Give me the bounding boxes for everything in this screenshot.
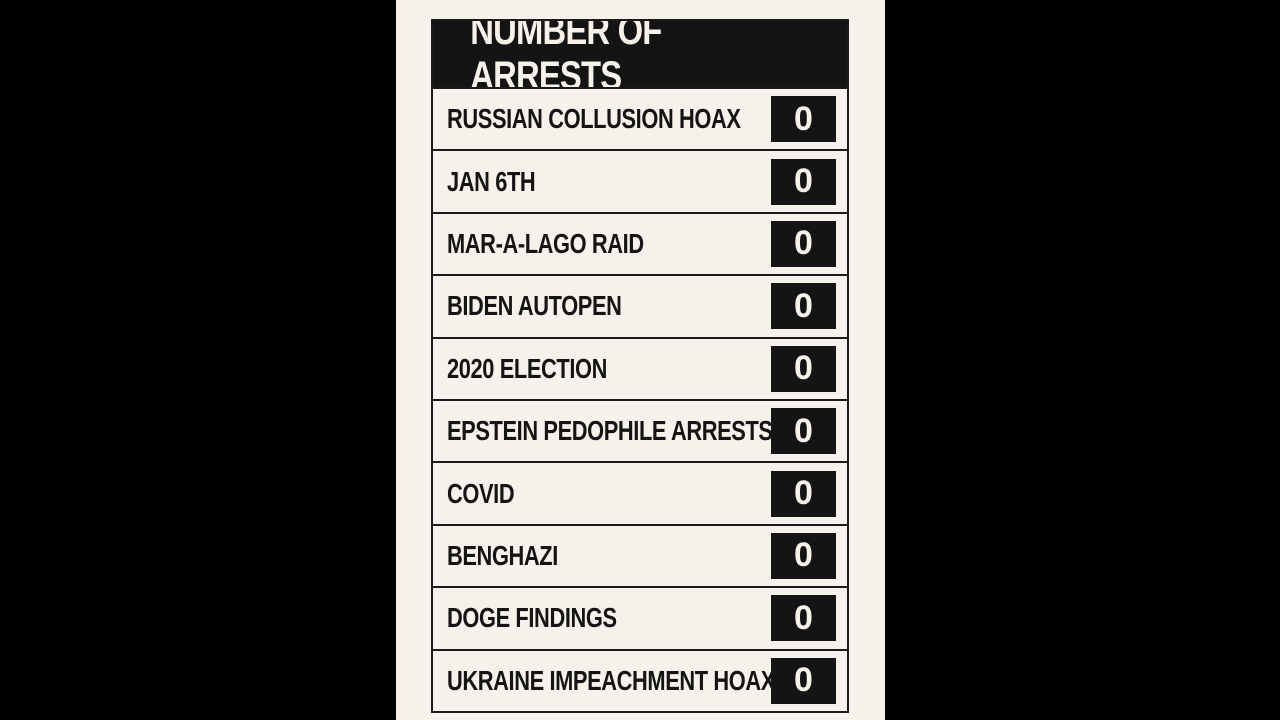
row-label: UKRAINE IMPEACHMENT HOAX [447,664,775,696]
table-row: 2020 ELECTION 0 [433,336,847,399]
row-label: EPSTEIN PEDOPHILE ARRESTS [447,415,773,447]
table-row: RUSSIAN COLLUSION HOAX 0 [433,87,847,149]
table-row: JAN 6TH 0 [433,149,847,211]
row-count: 0 [771,408,836,455]
row-label: DOGE FINDINGS [447,602,617,634]
arrests-table: NUMBER OF ARRESTS RUSSIAN COLLUSION HOAX… [431,19,849,713]
table-row: BIDEN AUTOPEN 0 [433,274,847,336]
row-count: 0 [771,158,836,205]
row-label: 2020 ELECTION [447,352,608,384]
row-label: BENGHAZI [447,539,558,571]
row-label: BIDEN AUTOPEN [447,290,622,322]
table-row: UKRAINE IMPEACHMENT HOAX 0 [433,648,847,711]
table-row: EPSTEIN PEDOPHILE ARRESTS 0 [433,398,847,461]
row-count: 0 [771,595,836,642]
row-label: JAN 6TH [447,165,536,197]
table-row: DOGE FINDINGS 0 [433,586,847,648]
table-row: COVID 0 [433,461,847,523]
table-row: BENGHAZI 0 [433,523,847,586]
row-count: 0 [771,345,836,392]
row-count: 0 [771,283,836,330]
row-label: COVID [447,477,515,509]
row-count: 0 [771,220,836,267]
table-title: NUMBER OF ARRESTS [470,21,810,87]
table-row: MAR-A-LAGO RAID 0 [433,211,847,274]
row-count: 0 [771,532,836,579]
row-label: RUSSIAN COLLUSION HOAX [447,103,741,135]
row-count: 0 [771,470,836,517]
row-label: MAR-A-LAGO RAID [447,227,644,259]
table-header: NUMBER OF ARRESTS [433,21,847,87]
row-count: 0 [771,657,836,704]
row-count: 0 [771,96,836,143]
